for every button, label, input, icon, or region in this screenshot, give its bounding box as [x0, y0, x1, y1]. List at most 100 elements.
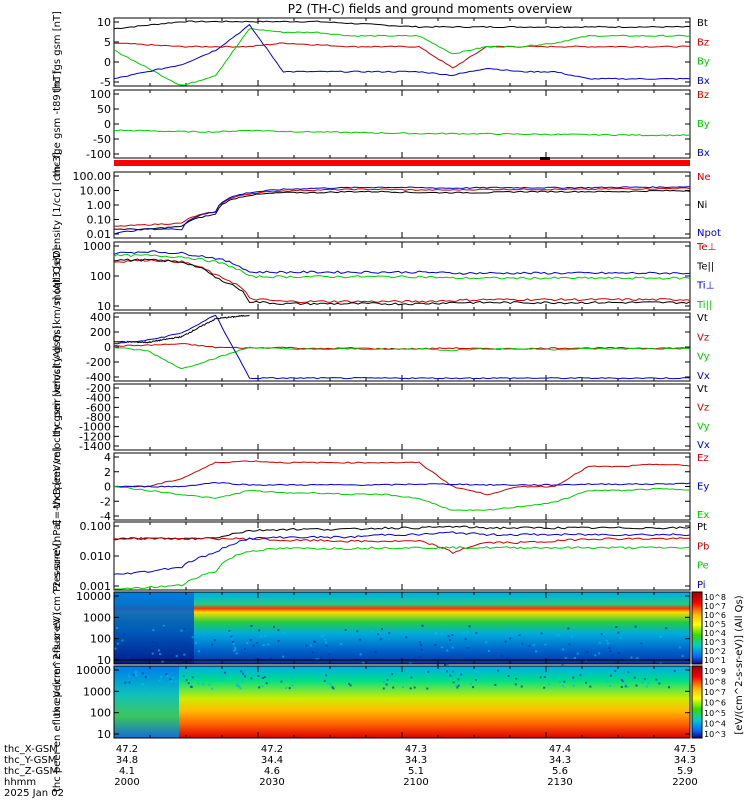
colorbar-tick-label: 10^8: [704, 678, 726, 687]
spectrogram-speckle: [449, 674, 452, 677]
colorbar-tick-label: 10^8: [704, 593, 726, 602]
spectrogram-speckle: [409, 662, 412, 665]
legend-Bt: Bt: [697, 18, 708, 29]
series-line-By: [113, 28, 691, 86]
spectrogram-speckle: [548, 683, 551, 686]
spectrogram-speckle: [633, 676, 636, 679]
spectrogram-speckle: [611, 654, 614, 657]
spectrogram-speckle: [571, 635, 574, 638]
spectrogram-speckle: [344, 629, 347, 631]
legend-Ti||: Ti||: [696, 300, 712, 311]
legend-Vy: Vy: [697, 352, 710, 363]
y-tick-label: -600: [86, 401, 111, 414]
spectrogram-speckle: [504, 640, 507, 643]
spectrogram-speckle: [280, 680, 283, 683]
spectrogram-speckle: [635, 684, 638, 687]
footer-value: 47.2: [116, 744, 138, 755]
footer-value: 47.5: [674, 744, 696, 755]
spectrogram-speckle: [127, 686, 130, 689]
spectrogram-speckle: [128, 675, 131, 678]
spectrogram-speckle: [569, 672, 572, 675]
spectrogram-speckle: [518, 634, 521, 637]
spectrogram-speckle: [586, 651, 589, 654]
spectrogram-speckle: [258, 669, 261, 672]
y-tick-label: -200: [86, 356, 111, 369]
series-line-Bz: [114, 42, 691, 69]
spectrogram-speckle: [609, 674, 612, 677]
spectrogram-speckle: [505, 657, 508, 659]
footer-row-label: thc_X-GSM: [4, 744, 58, 755]
spectrogram-speckle: [626, 685, 629, 688]
spectrogram-speckle: [434, 644, 437, 646]
spectrogram-speckle: [195, 641, 198, 644]
spectrogram-speckle: [551, 670, 554, 673]
spectrogram-speckle: [462, 676, 465, 679]
spectrogram-speckle: [659, 636, 662, 639]
spectrogram-speckle: [233, 646, 236, 649]
spectrogram-speckle: [116, 642, 119, 645]
spectrogram-speckle: [427, 670, 430, 673]
colorbar-label: [eV/(cm^2-s-sr-eV)] (All Qs): [734, 595, 745, 734]
y-tick-label: 0.01: [87, 228, 112, 241]
spectrogram-speckle: [185, 679, 188, 682]
colorbar-tick-label: 10^1: [704, 656, 726, 665]
spectrogram-speckle: [232, 643, 235, 645]
spectrogram-speckle: [265, 682, 268, 685]
spectrogram-speckle: [436, 664, 439, 666]
spectrogram-speckle: [485, 641, 488, 644]
legend-Pi: Pi: [697, 580, 706, 591]
footer-value: 2100: [403, 777, 428, 788]
spectrogram-speckle: [160, 675, 163, 678]
spectrogram-speckle: [640, 642, 643, 645]
spectrogram-speckle: [230, 637, 233, 640]
spectrogram-speckle: [187, 682, 190, 685]
spectrogram-speckle: [183, 675, 186, 678]
spectrogram-speckle: [585, 681, 587, 684]
spectrogram-speckle: [124, 681, 127, 684]
y-tick-label: 10.00: [80, 185, 112, 198]
series-line-Ti⊥: [113, 250, 691, 275]
spectrogram-speckle: [279, 660, 282, 663]
footer-value: 34.3: [549, 755, 571, 766]
spectrogram-speckle: [163, 626, 165, 629]
spectrogram-speckle: [362, 661, 365, 664]
y-axis-label: E=-VxB [mV/m]: [52, 447, 63, 525]
spectrogram-speckle: [181, 648, 184, 651]
spectrogram-speckle: [598, 641, 601, 644]
spectrogram-speckle: [152, 641, 154, 643]
spectrogram-speckle: [474, 671, 477, 674]
spectrogram-speckle: [141, 672, 144, 675]
y-tick-label: 0.010: [80, 550, 112, 563]
spectrogram-speckle: [283, 631, 286, 634]
colorbar-tick-label: 10^2: [704, 647, 726, 656]
spectrogram-speckle: [419, 644, 422, 647]
spectrogram-speckle: [324, 638, 327, 641]
spectrogram-speckle: [257, 675, 260, 677]
spectrogram-speckle: [557, 634, 560, 637]
spectrogram-speckle: [191, 676, 194, 679]
spectrogram-speckle: [311, 651, 314, 654]
spectrogram-speckle: [613, 662, 616, 665]
spectrogram-speckle: [235, 652, 238, 655]
spectrogram-speckle: [444, 663, 446, 666]
spectrogram-speckle: [509, 637, 512, 640]
spectrogram-speckle: [622, 680, 625, 683]
spectrogram-speckle: [208, 683, 211, 686]
spectrogram-speckle: [228, 629, 231, 632]
panel-frame: [113, 17, 691, 87]
series-line-Ni: [113, 189, 691, 231]
spectrogram-speckle: [449, 639, 451, 641]
spectrogram-speckle: [576, 652, 579, 655]
spectrogram-speckle: [609, 649, 612, 652]
spectrogram-speckle: [594, 654, 597, 657]
spectrogram-speckle: [645, 685, 648, 688]
spectrogram-speckle: [250, 677, 253, 680]
series-line-By: [113, 129, 691, 137]
spectrogram-speckle: [589, 685, 592, 688]
spectrogram-speckle: [440, 632, 443, 635]
spectrogram-speckle: [628, 670, 631, 673]
footer-row-label: hhmm: [4, 777, 36, 788]
spectrogram-speckle: [185, 643, 188, 646]
spectrogram-speckle: [567, 627, 570, 630]
legend-Ne: Ne: [697, 172, 711, 183]
